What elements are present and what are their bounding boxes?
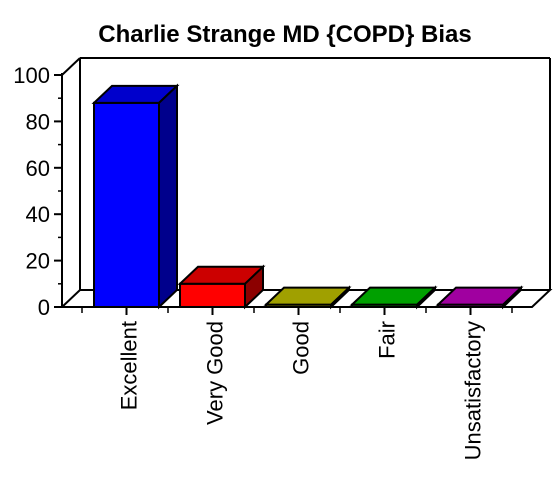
x-tick-label: Unsatisfactory <box>461 321 486 460</box>
bar-excellent <box>94 86 177 307</box>
x-tick-label: Good <box>289 321 314 375</box>
axis-depth-connector <box>62 58 80 75</box>
y-tick-label: 60 <box>26 156 50 181</box>
y-tick-label: 0 <box>38 295 50 320</box>
x-tick-label: Fair <box>375 321 400 359</box>
bar-very-good <box>180 267 263 307</box>
bar-front <box>180 284 245 307</box>
y-tick-label: 40 <box>26 202 50 227</box>
y-tick-label: 100 <box>13 63 50 88</box>
bar-front <box>94 103 159 307</box>
chart-title: Charlie Strange MD {COPD} Bias <box>98 21 471 48</box>
bar-side <box>159 86 177 307</box>
x-tick-label: Very Good <box>203 321 228 425</box>
x-tick-label: Excellent <box>117 321 142 410</box>
y-tick-label: 80 <box>26 109 50 134</box>
y-tick-label: 20 <box>26 249 50 274</box>
